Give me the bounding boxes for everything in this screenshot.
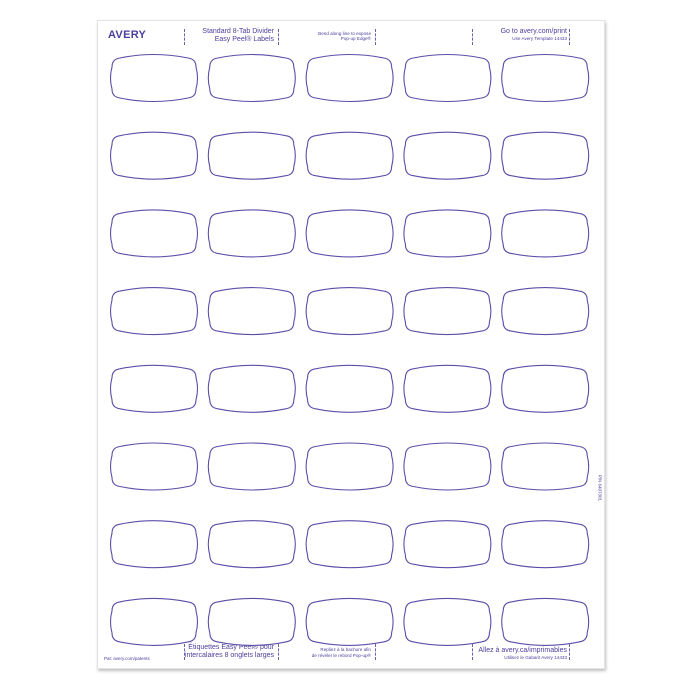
tab-label [305, 597, 394, 646]
bend-line-1: Bend along line to expose [318, 31, 371, 36]
tab-label [109, 287, 199, 336]
template-number-fr: Utilisez le Gabarit Avery 14433 [504, 654, 567, 660]
tab-label [501, 442, 590, 491]
tab-label [207, 287, 296, 336]
divider-line [278, 29, 279, 45]
product-line-2-fr: intercalaires 8 onglets larges [184, 651, 274, 659]
tab-label [501, 131, 590, 180]
go-to-url-fr: Allez à avery.ca/imprimables [478, 646, 567, 654]
tab-label [305, 520, 394, 569]
label-grid [109, 53, 590, 646]
tab-label [403, 287, 492, 336]
tab-label [501, 287, 590, 336]
tab-label [501, 597, 590, 646]
avery-logo: AVERY [108, 29, 147, 41]
tab-label [403, 53, 492, 103]
divider-line [569, 29, 570, 45]
tab-label [305, 287, 394, 336]
divider-line [184, 644, 185, 660]
tab-label [109, 442, 199, 491]
bend-instructions: Bend along line to expose Pop-up Edge® [318, 31, 371, 42]
tab-label [403, 520, 492, 569]
tab-label [109, 131, 199, 180]
product-name-fr: Étiquettes Easy Peel® pour intercalaires… [185, 644, 274, 660]
tab-label [109, 53, 199, 103]
patents-text: Pat: avery.com/patents [104, 656, 150, 661]
tab-label [207, 131, 296, 180]
tab-label [403, 442, 492, 491]
divider-line [472, 29, 473, 45]
tab-label [207, 364, 296, 413]
tab-label [207, 53, 296, 103]
tab-label [207, 442, 296, 491]
divider-line [569, 644, 570, 660]
divider-line [278, 644, 279, 660]
bend-line-2: Pop-up Edge® [340, 36, 371, 42]
bend-instructions-fr: Repliez à la hachure afin de révéler le … [312, 647, 371, 658]
tab-label [305, 209, 394, 258]
tab-label [207, 209, 296, 258]
tab-label [109, 520, 199, 569]
tab-label [501, 209, 590, 258]
product-line-1-fr: Étiquettes Easy Peel® pour [188, 643, 274, 651]
tab-label [109, 209, 199, 258]
tab-label [501, 364, 590, 413]
tab-label [109, 364, 199, 413]
tab-label [305, 442, 394, 491]
tab-label [305, 131, 394, 180]
bend-line-2-fr: de révéler le rebord Pop-up® [311, 652, 371, 658]
product-name: Standard 8-Tab Divider Easy Peel® Labels [202, 28, 274, 44]
tab-label [305, 364, 394, 413]
bend-line-1-fr: Repliez à la hachure afin [320, 647, 371, 653]
tab-label [305, 53, 394, 103]
tab-label [207, 597, 296, 646]
tab-label [207, 520, 296, 569]
template-number: Use Avery Template 14433 [512, 36, 567, 42]
divider-line [472, 644, 473, 660]
tab-label [109, 597, 199, 646]
product-line-1: Standard 8-Tab Divider [202, 28, 274, 35]
tab-label [403, 209, 492, 258]
tab-label [403, 131, 492, 180]
template-info: Go to avery.com/print Use Avery Template… [501, 28, 567, 41]
divider-line [375, 644, 376, 660]
tab-label [501, 520, 590, 569]
tab-label [403, 597, 492, 646]
label-sheet: AVERY Standard 8-Tab Divider Easy Peel® … [97, 20, 605, 669]
product-line-2: Easy Peel® Labels [214, 36, 274, 44]
divider-line [375, 29, 376, 45]
tab-label [403, 364, 492, 413]
go-to-url: Go to avery.com/print [500, 28, 567, 35]
divider-line [184, 29, 185, 45]
tab-label [501, 53, 590, 103]
template-info-fr: Allez à avery.ca/imprimables Utilisez le… [478, 647, 567, 660]
